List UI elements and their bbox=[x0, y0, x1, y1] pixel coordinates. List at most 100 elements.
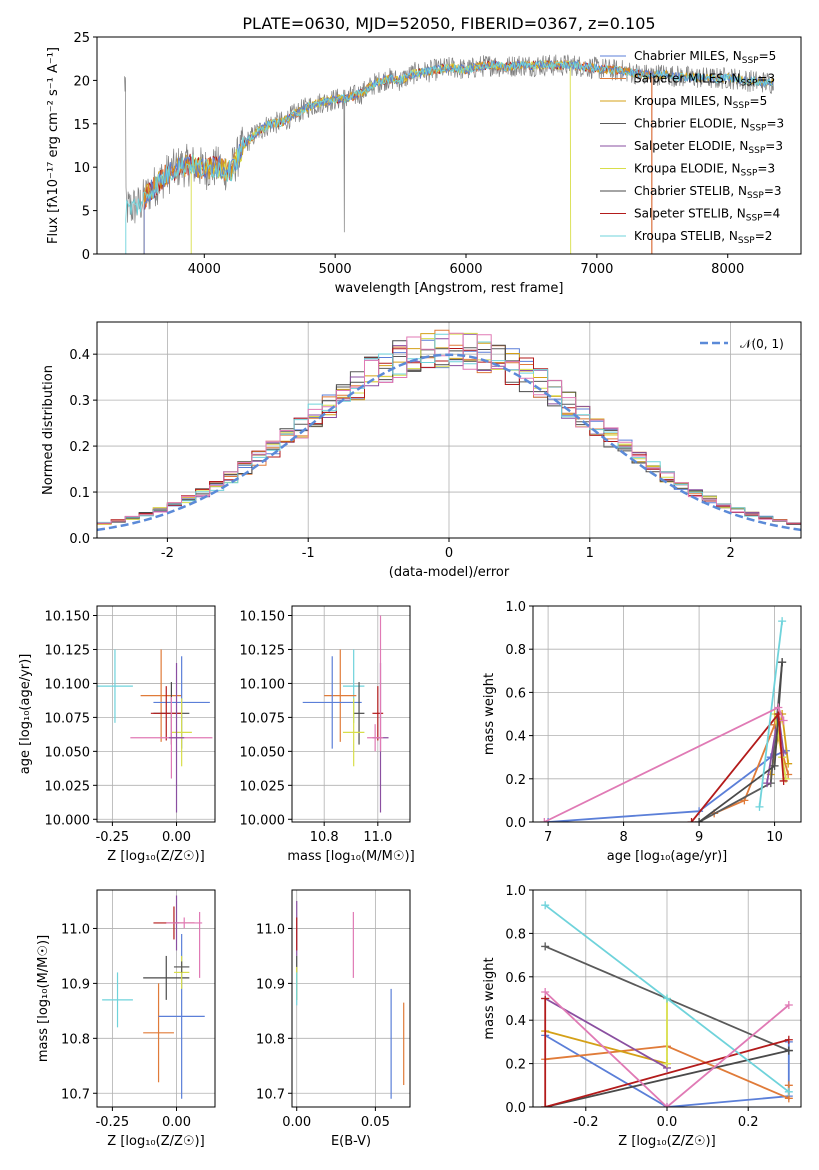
mass-weight-line bbox=[548, 749, 787, 822]
x-tick-label: 0.2 bbox=[738, 1115, 759, 1130]
y-tick-label: 10.8 bbox=[61, 1032, 90, 1047]
axes: 10.8 11.0 10.000 10.025 10.050 10.075 10.100 10… bbox=[240, 605, 415, 864]
y-axis-label: mass weight bbox=[482, 673, 497, 755]
axes-frame bbox=[291, 605, 411, 823]
plot-area bbox=[541, 901, 793, 1107]
mass-weight-marker bbox=[784, 1001, 793, 1010]
legend-entry-label: Kroupa STELIB, NSSP=2 bbox=[634, 229, 772, 246]
x-tick-label: 10 bbox=[766, 830, 783, 845]
mass-weight-marker bbox=[778, 617, 787, 626]
residual-histogram-step bbox=[97, 332, 801, 527]
mass-weight-marker bbox=[541, 1103, 550, 1107]
y-tick-label: 10.9 bbox=[256, 977, 285, 992]
legend-entry-label: Kroupa MILES, NSSP=5 bbox=[634, 94, 767, 111]
mass-weight-marker bbox=[663, 994, 671, 1003]
y-tick-label: 10.150 bbox=[240, 610, 286, 625]
model-spectrum-line bbox=[190, 59, 572, 254]
y-tick-label: 25 bbox=[73, 31, 90, 46]
y-tick-label: 10.125 bbox=[240, 643, 286, 658]
x-tick-label: 4000 bbox=[188, 262, 221, 277]
mass-weight-marker bbox=[540, 818, 549, 822]
y-tick-label: 0.8 bbox=[505, 927, 526, 942]
y-tick-label: 10.9 bbox=[61, 977, 90, 992]
mass-weight-marker bbox=[687, 818, 696, 822]
x-tick-label: -1 bbox=[302, 546, 315, 561]
y-tick-label: 0.3 bbox=[69, 394, 90, 409]
y-tick-label: 0.2 bbox=[505, 1058, 526, 1073]
legend-entry-label: Kroupa ELODIE, NSSP=3 bbox=[634, 162, 775, 179]
mass-weight-line bbox=[544, 998, 790, 1107]
axes-frame bbox=[96, 605, 216, 823]
y-tick-label: 10.125 bbox=[45, 643, 91, 658]
mass-weight-marker bbox=[770, 761, 779, 770]
mass-vs-metallicity-panel: -0.25 0.00 10.7 10.8 10.9 11.0 Z [log₁₀(Z/Z☉)]… bbox=[36, 889, 216, 1149]
mass-weight-marker bbox=[541, 987, 550, 996]
axes: -0.25 0.00 10.7 10.8 10.9 11.0 Z [log₁₀(Z/Z☉)]… bbox=[36, 889, 216, 1149]
y-tick-label: 10.000 bbox=[240, 813, 286, 828]
y-tick-label: 0.2 bbox=[69, 440, 90, 455]
x-tick-label: 1 bbox=[586, 546, 594, 561]
y-tick-label: 0.1 bbox=[69, 486, 90, 501]
mass-weight-marker bbox=[774, 703, 783, 712]
y-tick-label: 0.8 bbox=[505, 643, 526, 658]
y-tick-label: 20 bbox=[73, 74, 90, 89]
axes: 0.00 0.05 10.7 10.8 10.9 11.0 E(B-V) bbox=[256, 889, 411, 1149]
plot-area bbox=[302, 615, 389, 813]
mass-weight-marker bbox=[541, 942, 550, 951]
axes-frame bbox=[96, 889, 216, 1108]
mass-weight-marker bbox=[779, 716, 788, 725]
y-tick-label: 0.4 bbox=[505, 1014, 526, 1029]
y-tick-label: 10.100 bbox=[240, 677, 286, 692]
x-tick-label: 7 bbox=[544, 830, 552, 845]
y-tick-label: 10.100 bbox=[45, 677, 91, 692]
y-tick-label: 10.000 bbox=[45, 813, 91, 828]
x-axis-label: wavelength [Angstrom, rest frame] bbox=[335, 281, 564, 296]
legend-entry-label: Salpeter MILES, NSSP=3 bbox=[634, 72, 775, 89]
axes: 4000 5000 6000 7000 8000 0 5 10 15 20 25 wavelength… bbox=[46, 31, 802, 296]
age-vs-mass-panel: 10.8 11.0 10.000 10.025 10.050 10.075 10.100 10… bbox=[240, 605, 415, 864]
mass-weight-line bbox=[544, 1030, 668, 1065]
y-tick-label: 10.8 bbox=[256, 1032, 285, 1047]
legend-entry-label: Salpeter STELIB, NSSP=4 bbox=[634, 207, 780, 224]
mass-vs-ebv-panel: 0.00 0.05 10.7 10.8 10.9 11.0 E(B-V) bbox=[256, 889, 411, 1149]
spectrum-title: PLATE=0630, MJD=52050, FIBERID=0367, z=0… bbox=[242, 14, 655, 33]
x-tick-label: 0.00 bbox=[162, 1115, 191, 1130]
weight-vs-age-panel: 7 8 9 10 0.0 0.2 0.4 0.6 0.8 1.0 age [log₁₀(age/yr… bbox=[482, 600, 802, 864]
x-tick-label: 8 bbox=[619, 830, 627, 845]
y-tick-label: 0 bbox=[82, 248, 90, 263]
y-axis-label: Normed distribution bbox=[41, 365, 56, 495]
y-tick-label: 10.050 bbox=[240, 745, 286, 760]
axes: -0.2 0.0 0.2 0.0 0.2 0.4 0.6 0.8 1.0 Z [log₁₀(Z/Z… bbox=[482, 884, 802, 1149]
x-tick-label: -0.25 bbox=[96, 1115, 130, 1130]
plot-area bbox=[97, 329, 801, 532]
mass-weight-marker bbox=[784, 759, 793, 768]
y-tick-label: 0.4 bbox=[505, 730, 526, 745]
plot-area bbox=[296, 900, 405, 1099]
x-tick-label: 0.00 bbox=[162, 830, 191, 845]
y-tick-label: 10.075 bbox=[240, 711, 286, 726]
y-tick-label: 10.025 bbox=[45, 779, 91, 794]
mass-weight-marker bbox=[763, 779, 772, 788]
legend-entry-label: Chabrier STELIB, NSSP=3 bbox=[634, 184, 782, 201]
x-tick-label: 0.00 bbox=[282, 1115, 311, 1130]
x-axis-label: Z [log₁₀(Z/Z☉)] bbox=[618, 1134, 715, 1149]
mass-weight-line bbox=[544, 991, 790, 1107]
axes: -0.25 0.00 10.000 10.025 10.050 10.075 10.100 1… bbox=[18, 605, 216, 864]
residuals-panel: -2 -1 0 1 2 0.0 0.1 0.2 0.3 0.4 (data-model)/error… bbox=[41, 321, 802, 580]
x-tick-label: 0.05 bbox=[361, 1115, 390, 1130]
axes-frame bbox=[291, 889, 411, 1108]
y-tick-label: 10.050 bbox=[45, 745, 91, 760]
mass-weight-marker bbox=[784, 1035, 793, 1044]
y-tick-label: 0.2 bbox=[505, 773, 526, 788]
mass-weight-marker bbox=[778, 658, 787, 667]
y-tick-label: 0.0 bbox=[505, 816, 526, 831]
x-tick-label: 11.0 bbox=[363, 830, 392, 845]
legend-entry-label: Chabrier MILES, NSSP=5 bbox=[634, 49, 776, 66]
x-tick-label: 7000 bbox=[580, 262, 613, 277]
y-tick-label: 15 bbox=[73, 118, 90, 133]
x-tick-label: -2 bbox=[161, 546, 174, 561]
x-axis-label: (data-model)/error bbox=[389, 565, 510, 580]
mass-weight-line bbox=[544, 1034, 790, 1107]
y-tick-label: 10.025 bbox=[240, 779, 286, 794]
